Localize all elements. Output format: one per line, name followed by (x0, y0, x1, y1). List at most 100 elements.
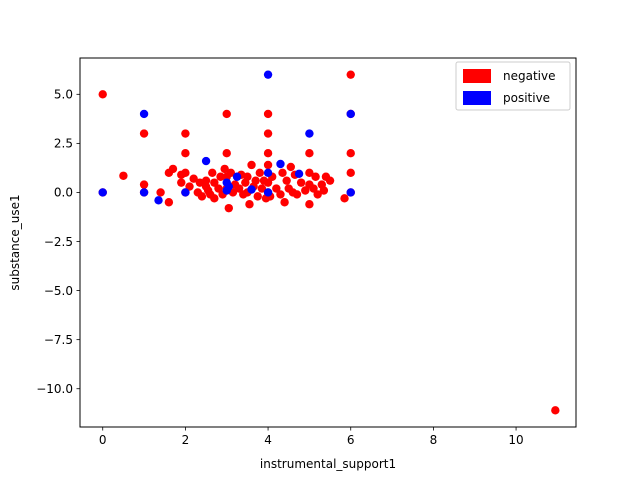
point-negative-33 (222, 148, 231, 158)
point-negative-63 (272, 184, 281, 193)
point-negative-6 (156, 188, 165, 197)
point-positive-11 (263, 70, 273, 79)
point-negative-9 (168, 164, 178, 174)
point-negative-25 (208, 168, 217, 178)
point-negative-7 (164, 198, 174, 207)
point-negative-40 (234, 184, 244, 193)
point-negative-49 (251, 176, 260, 185)
y-tick-label: 2.5 (54, 137, 73, 151)
point-positive-1 (139, 109, 149, 119)
point-negative-57 (263, 148, 273, 158)
point-negative-56 (263, 129, 273, 138)
x-axis-label: instrumental_support1 (260, 457, 396, 471)
point-negative-37 (226, 168, 236, 178)
point-positive-16 (305, 129, 314, 138)
plot-frame (79, 57, 577, 428)
point-negative-67 (282, 176, 291, 185)
y-axis: 5.0 2.5 0.0 −2.5 −5.0 −7.5 −10.0 (36, 88, 80, 396)
legend: negative positive (455, 61, 571, 111)
point-negative-16 (185, 182, 194, 191)
point-positive-15 (294, 169, 304, 178)
y-tick-label: −10.0 (36, 382, 73, 396)
point-negative-28 (214, 184, 223, 193)
point-positive-5 (201, 156, 211, 166)
point-negative-80 (311, 172, 320, 181)
point-negative-29 (216, 172, 225, 181)
point-negative-73 (296, 178, 306, 187)
point-negative-0 (98, 90, 107, 99)
points-layer (98, 70, 560, 415)
y-tick-label: −2.5 (44, 235, 73, 249)
point-negative-32 (222, 109, 231, 119)
point-negative-52 (257, 184, 267, 193)
point-positive-9 (232, 172, 242, 181)
x-tick-label: 4 (264, 433, 272, 447)
point-negative-66 (280, 198, 289, 207)
point-negative-85 (325, 176, 335, 185)
legend-label-positive: positive (503, 91, 550, 105)
x-tick-label: 6 (347, 433, 355, 447)
point-negative-74 (301, 186, 310, 195)
y-axis-label: substance_use1 (8, 194, 22, 290)
point-negative-31 (220, 164, 229, 174)
point-negative-90 (346, 168, 355, 178)
point-negative-36 (224, 203, 233, 213)
legend-swatch-negative (463, 69, 491, 83)
point-negative-65 (278, 168, 287, 178)
point-positive-18 (346, 188, 355, 197)
point-negative-72 (292, 190, 302, 199)
x-tick-label: 10 (508, 433, 523, 447)
point-negative-17 (189, 174, 198, 183)
point-positive-8 (224, 182, 233, 191)
point-negative-2 (119, 171, 128, 180)
point-negative-75 (305, 148, 314, 158)
point-positive-3 (154, 196, 163, 205)
point-negative-87 (346, 70, 355, 79)
point-negative-92 (551, 406, 560, 415)
point-negative-26 (210, 178, 219, 187)
point-positive-10 (247, 185, 256, 194)
point-positive-13 (263, 188, 273, 197)
legend-swatch-positive (463, 91, 491, 105)
point-negative-20 (197, 192, 207, 201)
point-negative-78 (305, 200, 314, 209)
point-negative-47 (247, 160, 256, 170)
point-negative-64 (276, 190, 285, 199)
point-positive-2 (139, 188, 149, 197)
point-negative-86 (340, 194, 349, 203)
y-tick-label: −5.0 (44, 284, 73, 298)
point-negative-89 (346, 148, 355, 158)
x-tick-label: 2 (182, 433, 190, 447)
legend-label-negative: negative (503, 69, 555, 83)
point-positive-17 (346, 109, 355, 119)
x-tick-label: 8 (430, 433, 438, 447)
point-negative-76 (305, 168, 314, 178)
point-positive-14 (276, 159, 285, 169)
point-negative-79 (309, 184, 318, 193)
point-positive-12 (263, 168, 273, 178)
point-negative-22 (201, 176, 211, 185)
x-axis: 0 2 4 6 8 10 (99, 427, 524, 447)
point-negative-12 (181, 129, 190, 138)
point-negative-55 (263, 109, 273, 119)
y-tick-label: 5.0 (54, 88, 73, 102)
point-negative-27 (210, 194, 219, 203)
x-tick-label: 0 (99, 433, 107, 447)
point-negative-81 (313, 190, 322, 199)
point-negative-45 (243, 172, 252, 181)
point-negative-46 (245, 200, 254, 209)
point-positive-4 (181, 188, 190, 197)
point-negative-51 (255, 168, 264, 178)
point-negative-14 (181, 168, 190, 178)
point-negative-50 (253, 192, 262, 201)
point-negative-69 (286, 162, 295, 172)
point-positive-0 (98, 188, 107, 197)
y-tick-label: −7.5 (44, 333, 73, 347)
point-negative-83 (319, 186, 329, 195)
point-negative-10 (177, 178, 186, 187)
point-negative-58 (263, 160, 273, 170)
point-negative-3 (139, 129, 149, 138)
y-tick-label: 0.0 (54, 186, 73, 200)
point-negative-59 (263, 178, 273, 187)
